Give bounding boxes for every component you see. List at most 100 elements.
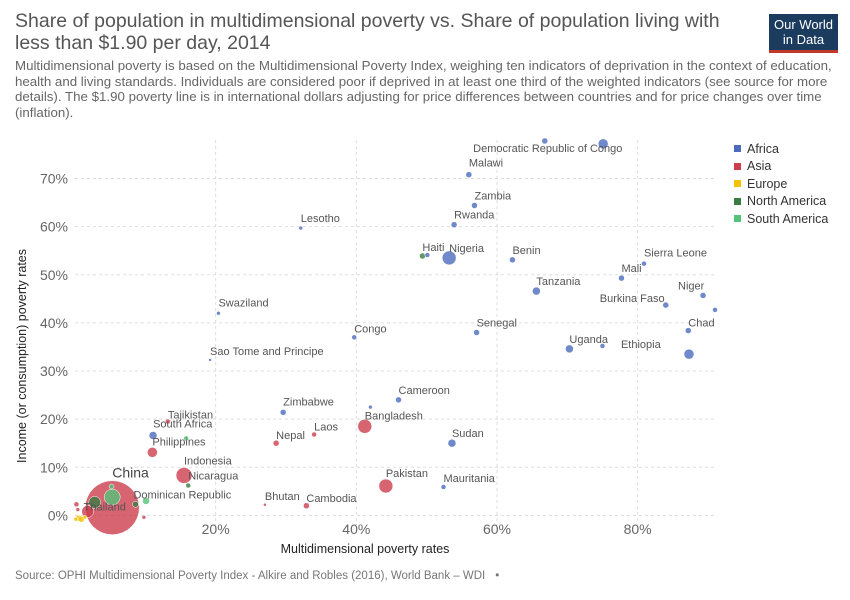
data-point[interactable]: Uganda	[565, 344, 574, 354]
point-label: Thailand	[84, 502, 126, 514]
data-point[interactable]: Tanzania	[532, 286, 541, 296]
legend-label: Europe	[747, 176, 788, 191]
point-label: Democratic Republic of Congo	[473, 143, 622, 155]
point-label: Lesotho	[301, 213, 340, 225]
data-point[interactable]: Congo	[351, 334, 357, 341]
data-point[interactable]: Africa	[599, 343, 606, 349]
data-point[interactable]: Rwanda	[450, 221, 458, 228]
data-point[interactable]: Africa	[712, 307, 718, 313]
source-extra-dot: •	[495, 570, 500, 582]
x-tick-label: 20%	[202, 521, 230, 537]
point-label: Laos	[314, 422, 338, 434]
data-point[interactable]: South America	[142, 497, 150, 505]
data-point[interactable]: Chad	[685, 327, 692, 334]
data-point[interactable]: Tajikistan	[165, 418, 171, 425]
legend-item[interactable]: Africa	[734, 140, 828, 158]
data-point[interactable]: Sierra Leone	[641, 260, 647, 267]
data-point[interactable]: Asia	[141, 515, 147, 520]
point-label: Chad	[688, 318, 714, 330]
data-point[interactable]: Dominican Republic	[132, 501, 139, 508]
data-point[interactable]: Niger	[699, 292, 707, 299]
data-point[interactable]: Lesotho	[298, 225, 304, 231]
y-tick-label: 70%	[40, 171, 68, 187]
legend-item[interactable]: Asia	[734, 158, 828, 176]
data-point[interactable]: Bhutan	[263, 503, 267, 507]
point-label: Senegal	[477, 318, 517, 330]
data-point[interactable]: Europe	[82, 515, 88, 520]
data-point[interactable]: South America	[108, 483, 115, 490]
source-note: Source: OPHI Multidimensional Poverty In…	[15, 570, 499, 582]
y-tick-label: 50%	[40, 267, 68, 283]
legend-item[interactable]: North America	[734, 193, 828, 211]
data-point[interactable]: South America	[183, 435, 189, 442]
data-point[interactable]: Mali	[618, 274, 625, 282]
data-point[interactable]: Ethiopia	[683, 348, 695, 360]
x-tick-label: 40%	[342, 521, 370, 537]
point-label: Cambodia	[306, 493, 357, 505]
y-tick-label: 30%	[40, 363, 68, 379]
point-label: Pakistan	[386, 468, 428, 480]
data-point[interactable]: Pakistan	[378, 478, 394, 494]
data-point[interactable]: Philippines	[147, 447, 158, 458]
data-point[interactable]: Africa	[368, 404, 373, 410]
point-label: Cameroon	[399, 385, 450, 397]
data-point[interactable]: Thailand	[81, 505, 94, 518]
data-point[interactable]: Sao Tome and Principe	[208, 358, 212, 362]
point-label: Indonesia	[184, 455, 233, 467]
data-point[interactable]: Mauritania	[440, 484, 447, 490]
point-label: Nicaragua	[188, 471, 239, 483]
point-label: Bhutan	[265, 491, 300, 503]
data-point[interactable]: Swaziland	[216, 311, 221, 316]
legend-swatch	[734, 162, 741, 170]
legend-item[interactable]: South America	[734, 210, 828, 228]
data-point[interactable]: Nepal	[272, 439, 280, 447]
point-label: Zimbabwe	[283, 396, 334, 408]
data-point[interactable]: Africa	[424, 252, 431, 258]
point-label: Uganda	[569, 334, 608, 346]
point-label: South Africa	[153, 418, 213, 430]
point-label: Haiti	[422, 242, 444, 254]
data-point[interactable]: Burkina Faso	[662, 301, 670, 309]
point-labels: Democratic Republic of Congo Malawi Zambia…	[84, 143, 715, 514]
data-point[interactable]: Africa	[541, 137, 549, 145]
point-label: Sierra Leone	[644, 248, 707, 260]
legend-item[interactable]: Europe	[734, 175, 828, 193]
point-label: Bangladesh	[365, 410, 423, 422]
data-point[interactable]: Malawi	[465, 171, 473, 178]
y-tick-label: 0%	[48, 507, 68, 523]
legend-label: South America	[747, 211, 829, 226]
data-points: China Indonesia South America Nigeria Bangla…	[73, 137, 718, 535]
data-point[interactable]: Europe	[73, 516, 78, 522]
data-point[interactable]: Bangladesh	[357, 419, 373, 434]
x-axis-title: Multidimensional poverty rates	[281, 542, 450, 556]
y-axis-title: Income (or consumption) poverty rates	[15, 249, 29, 463]
x-tick-label: 60%	[483, 521, 511, 537]
data-point[interactable]: Cambodia	[303, 502, 310, 509]
data-point[interactable]: Sudan	[447, 438, 457, 448]
source-text: Source: OPHI Multidimensional Poverty In…	[15, 570, 486, 582]
point-label: Nepal	[276, 430, 305, 442]
data-point[interactable]: Asia	[73, 501, 80, 508]
data-point[interactable]: Zambia	[471, 202, 478, 209]
legend-swatch	[734, 215, 741, 223]
legend-label: Asia	[747, 159, 772, 174]
data-point[interactable]: Benin	[509, 256, 516, 264]
data-point[interactable]: Democratic Republic of Congo	[597, 138, 609, 150]
y-axis-ticks: 0% 10% 20% 30% 40% 50% 60% 70%	[40, 171, 68, 524]
our-world-in-data-logo[interactable]: Our World in Data	[769, 14, 838, 53]
data-point[interactable]: South Africa	[148, 431, 158, 440]
data-point[interactable]: Zimbabwe	[279, 409, 287, 416]
y-tick-label: 10%	[40, 459, 68, 475]
data-point[interactable]: Asia	[75, 507, 81, 512]
data-point[interactable]: North America	[88, 496, 101, 509]
legend: Africa Asia Europe North America South Ameri…	[734, 140, 828, 228]
point-label: Dominican Republic	[133, 489, 231, 501]
data-point[interactable]: Laos	[311, 431, 317, 438]
data-point[interactable]: Nigeria	[441, 250, 457, 266]
data-point[interactable]: Senegal	[473, 329, 480, 336]
data-point[interactable]: Nicaragua	[185, 482, 191, 489]
point-label: Swaziland	[218, 297, 268, 309]
y-tick-label: 40%	[40, 315, 68, 331]
data-point[interactable]: Cameroon	[395, 396, 402, 404]
data-point[interactable]: Indonesia	[175, 467, 193, 484]
